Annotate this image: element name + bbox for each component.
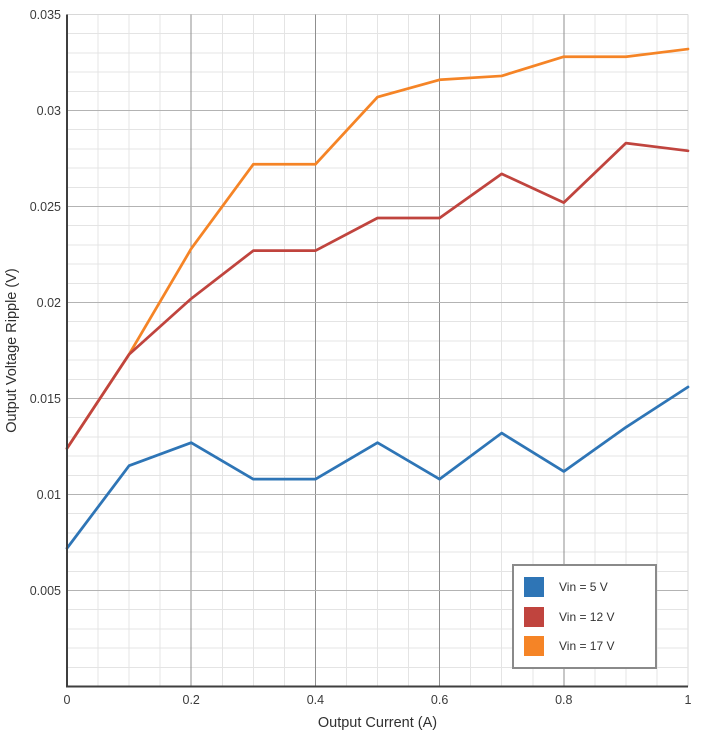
svg-text:0.4: 0.4 [307,693,324,707]
svg-text:0.035: 0.035 [30,8,61,22]
svg-text:0: 0 [64,693,71,707]
legend-swatch-vin-5v [524,577,544,597]
svg-text:0.015: 0.015 [30,392,61,406]
legend-item-vin-12v: Vin = 12 V [524,606,645,627]
legend: Vin = 5 V Vin = 12 V Vin = 17 V [512,564,657,669]
svg-text:0.2: 0.2 [183,693,200,707]
legend-label-vin-12v: Vin = 12 V [559,609,615,624]
svg-text:0.6: 0.6 [431,693,448,707]
svg-text:0.03: 0.03 [37,104,61,118]
axes [66,14,688,688]
legend-swatch-vin-17v [524,636,544,656]
svg-text:0.02: 0.02 [37,296,61,310]
legend-item-vin-17v: Vin = 17 V [524,636,645,656]
svg-text:1: 1 [685,693,692,707]
svg-text:0.025: 0.025 [30,200,61,214]
series-lines [65,47,690,550]
x-axis-tick-labels: 0 0.2 0.4 0.6 0.8 1 [64,693,692,707]
legend-label-vin-17v: Vin = 17 V [559,639,615,653]
svg-text:0.8: 0.8 [555,693,572,707]
legend-label-vin-5v: Vin = 5 V [559,580,608,594]
legend-swatch-vin-12v [524,606,544,627]
y-axis-tick-labels: 0.005 0.01 0.015 0.02 0.025 0.03 0.035 [30,8,61,598]
x-axis-title: Output Current (A) [318,715,437,731]
svg-text:0.005: 0.005 [30,584,61,598]
y-axis-title: Output Voltage Ripple (V) [4,268,20,432]
major-gridlines [67,14,688,687]
legend-item-vin-5v: Vin = 5 V [524,577,645,597]
svg-text:0.01: 0.01 [37,488,61,502]
